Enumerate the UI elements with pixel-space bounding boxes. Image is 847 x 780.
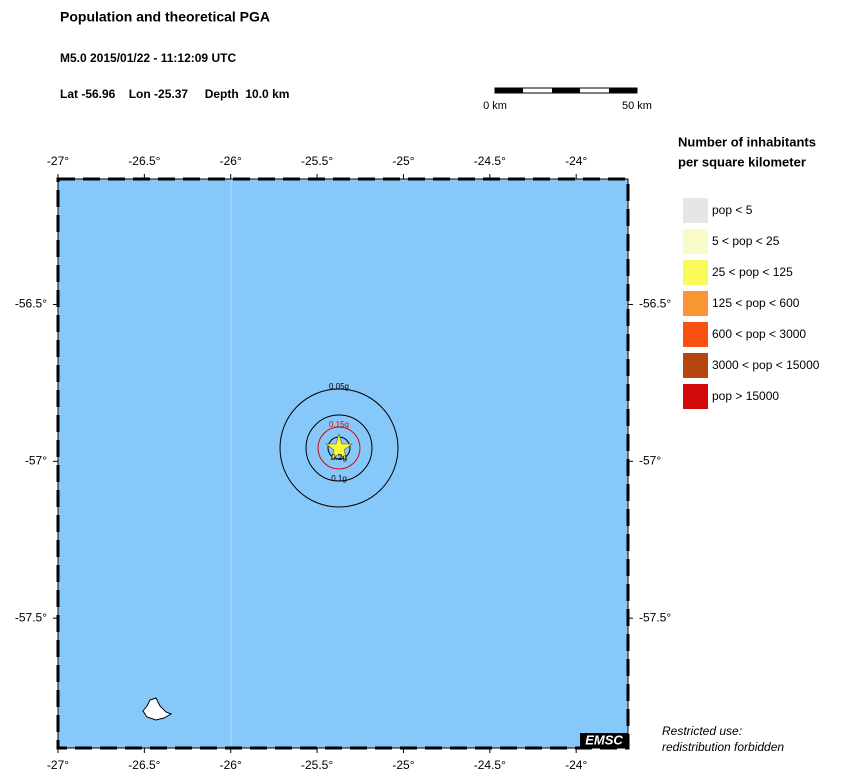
frame [56,177,630,750]
legend-title: per square kilometer [678,154,806,169]
y-tick-label: -57° [639,453,661,467]
x-tick-label: -27° [47,758,69,772]
location: Lat -56.96 Lon -25.37 Depth 10.0 km [60,87,289,101]
y-tick-label: -57.5° [639,610,671,624]
scale-bar [494,87,638,94]
notice: redistribution forbidden [662,740,784,754]
x-tick-label: -26° [220,154,242,168]
legend-swatch [683,260,708,285]
x-tick-label: -27° [47,154,69,168]
legend-swatch [683,229,708,254]
legend-swatch [683,384,708,409]
x-tick-label: -24.5° [474,154,506,168]
legend-label: 125 < pop < 600 [712,296,800,310]
legend-label: 600 < pop < 3000 [712,327,806,341]
x-tick-label: -25.5° [301,154,333,168]
x-tick-label: -26.5° [128,758,160,772]
legend-label: pop < 5 [712,203,753,217]
logo-box [580,733,628,748]
y-tick-label: -57° [25,453,47,467]
contour-label: 0.1g [331,474,347,483]
x-tick-label: -25° [392,758,414,772]
epicenter [325,432,353,461]
y-tick-label: -57.5° [15,610,47,624]
y-tick-label: -56.5° [639,297,671,311]
legend-swatch [683,353,708,378]
legend-title: Number of inhabitants [678,134,816,149]
legend-swatch [683,291,708,316]
contour-label: 0.15g [329,420,349,429]
legend-label: 3000 < pop < 15000 [712,358,820,372]
x-tick-label: -24° [565,154,587,168]
x-tick-label: -24.5° [474,758,506,772]
legend-label: 25 < pop < 125 [712,265,793,279]
logo: EMSC [585,732,623,747]
sea [58,179,628,748]
x-tick-label: -25° [392,154,414,168]
legend: pop < 5 5 < pop < 25 25 < pop < 125 125 < p… [683,198,820,409]
island [142,697,173,721]
axes: -27° -27° -26.5° -26.5° -26° -26° -25.5° -25.5°… [15,154,672,772]
scale-end: 50 km [622,100,652,112]
legend-swatch [683,198,708,223]
x-tick-label: -25.5° [301,758,333,772]
x-tick-label: -26° [220,758,242,772]
x-tick-label: -26.5° [128,154,160,168]
scale-start: 0 km [483,100,507,112]
contour-label: 0.05g [329,382,349,391]
notice: Restricted use: [662,724,742,738]
x-tick-label: -24° [565,758,587,772]
event: M5.0 2015/01/22 - 11:12:09 UTC [60,51,236,65]
title: Population and theoretical PGA [60,9,270,25]
legend-swatch [683,322,708,347]
legend-label: 5 < pop < 25 [712,234,780,248]
contour-label: 0.2g [331,453,347,462]
legend-label: pop > 15000 [712,389,779,403]
y-tick-label: -56.5° [15,297,47,311]
